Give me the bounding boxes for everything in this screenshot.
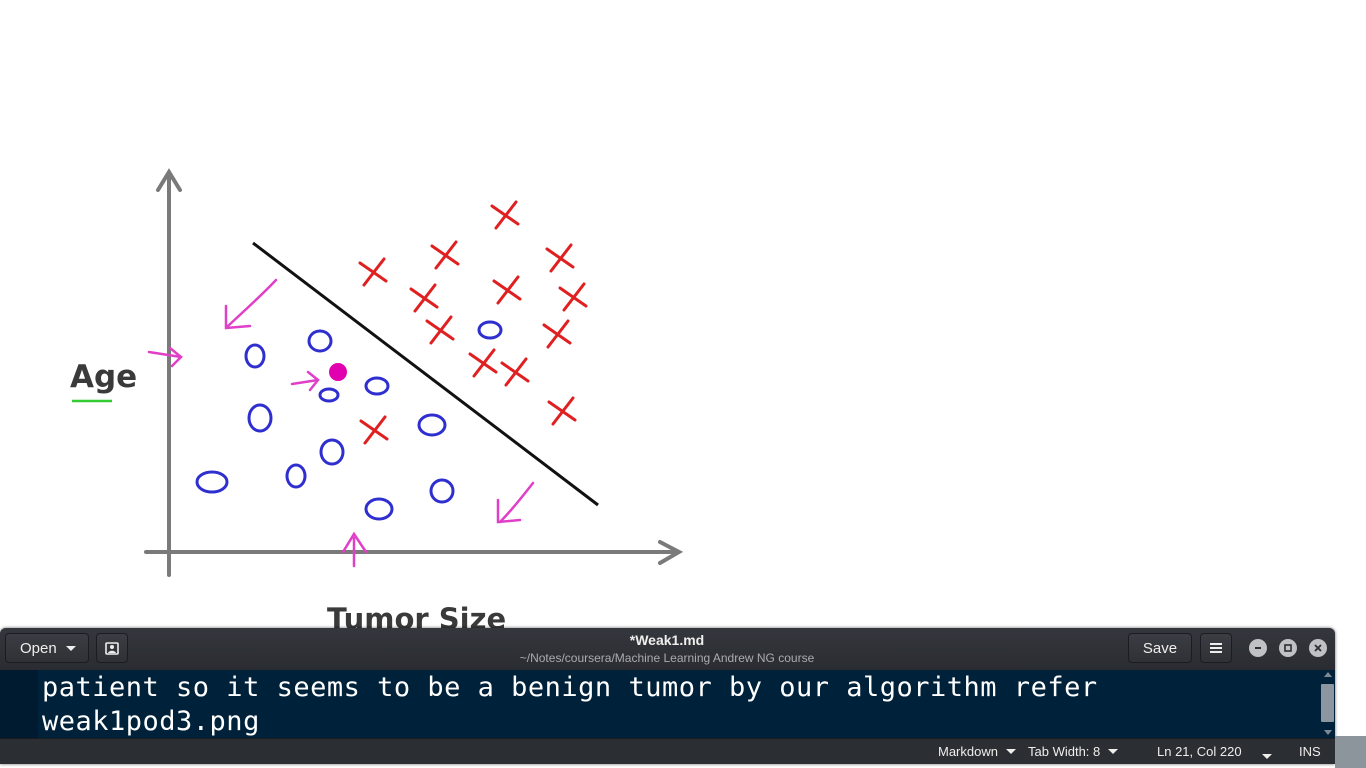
annotation-arrows bbox=[147, 278, 535, 568]
benign-point bbox=[307, 329, 333, 353]
insert-mode-indicator: INS bbox=[1299, 744, 1321, 759]
line-gutter bbox=[0, 670, 38, 738]
scrollbar-thumb[interactable] bbox=[1321, 684, 1334, 722]
malignant-point bbox=[542, 319, 572, 349]
benign-point bbox=[364, 497, 394, 521]
text-line[interactable]: weak1pod3.png bbox=[42, 706, 260, 737]
desktop-corner-icon bbox=[1335, 736, 1366, 768]
minimize-icon bbox=[1255, 647, 1261, 649]
maximize-icon bbox=[1284, 644, 1292, 652]
benign-point bbox=[319, 438, 345, 466]
benign-point bbox=[364, 376, 390, 396]
malignant-point bbox=[468, 348, 498, 378]
text-line[interactable]: patient so it seems to be a benign tumor… bbox=[42, 672, 1098, 703]
vertical-scrollbar[interactable] bbox=[1320, 670, 1335, 738]
benign-point bbox=[285, 463, 307, 489]
benign-point bbox=[318, 387, 340, 403]
text-area[interactable]: patient so it seems to be a benign tumor… bbox=[0, 670, 1335, 738]
malignant-point bbox=[547, 396, 577, 426]
scroll-down-icon[interactable] bbox=[1324, 730, 1332, 735]
tab-width-label: Tab Width: 8 bbox=[1028, 744, 1101, 759]
new-patient-point bbox=[329, 363, 347, 381]
hamburger-menu-icon bbox=[1210, 643, 1222, 653]
malignant-point bbox=[358, 257, 388, 287]
tumor-classification-plot: Age Tumor Size bbox=[70, 168, 684, 636]
malignant-point bbox=[500, 357, 530, 387]
open-button[interactable]: Open bbox=[5, 633, 89, 663]
recent-docs-button[interactable] bbox=[96, 633, 128, 663]
benign-point bbox=[477, 320, 503, 340]
malignant-point bbox=[409, 283, 439, 313]
malignant-point bbox=[492, 275, 522, 305]
benign-point bbox=[429, 478, 455, 504]
maximize-button[interactable] bbox=[1279, 639, 1297, 657]
chevron-down-icon[interactable] bbox=[1262, 754, 1272, 759]
cursor-position[interactable]: Ln 21, Col 220 bbox=[1157, 744, 1242, 759]
benign-point bbox=[417, 413, 447, 437]
close-button[interactable] bbox=[1309, 639, 1327, 657]
text-editor-window: Open *Weak1.md ~/Notes/coursera/Machine … bbox=[0, 628, 1335, 764]
benign-point bbox=[247, 403, 273, 433]
decision-boundary-line bbox=[252, 241, 599, 507]
benign-point bbox=[195, 470, 229, 494]
benign-points bbox=[195, 320, 503, 521]
language-selector[interactable]: Markdown bbox=[938, 744, 1016, 759]
malignant-points bbox=[358, 200, 588, 445]
close-icon bbox=[1314, 644, 1322, 652]
malignant-point bbox=[430, 240, 460, 270]
menu-button[interactable] bbox=[1200, 633, 1232, 663]
minimize-button[interactable] bbox=[1249, 639, 1267, 657]
tab-width-selector[interactable]: Tab Width: 8 bbox=[1028, 744, 1119, 759]
y-axis-label: Age bbox=[70, 359, 137, 395]
status-bar: Markdown Tab Width: 8 Ln 21, Col 220 INS bbox=[0, 738, 1335, 764]
benign-point bbox=[244, 343, 266, 369]
header-bar: Open *Weak1.md ~/Notes/coursera/Machine … bbox=[0, 628, 1335, 671]
malignant-point bbox=[545, 243, 575, 273]
image-viewer: Age Tumor Size bbox=[70, 168, 684, 636]
malignant-point bbox=[359, 415, 389, 445]
language-label: Markdown bbox=[938, 744, 998, 759]
open-label: Open bbox=[20, 639, 57, 657]
document-path: ~/Notes/coursera/Machine Learning Andrew… bbox=[519, 651, 815, 665]
chevron-down-icon bbox=[1108, 749, 1119, 754]
chevron-down-icon bbox=[1005, 749, 1016, 754]
scroll-up-icon[interactable] bbox=[1324, 672, 1332, 677]
malignant-point bbox=[425, 315, 455, 345]
chevron-down-icon bbox=[66, 646, 76, 651]
title-block: *Weak1.md ~/Notes/coursera/Machine Learn… bbox=[420, 632, 914, 665]
save-button[interactable]: Save bbox=[1128, 633, 1192, 663]
malignant-point bbox=[558, 282, 588, 312]
axes bbox=[144, 168, 684, 577]
recent-docs-icon bbox=[105, 642, 119, 655]
malignant-point bbox=[490, 200, 520, 230]
document-title: *Weak1.md bbox=[629, 632, 705, 648]
